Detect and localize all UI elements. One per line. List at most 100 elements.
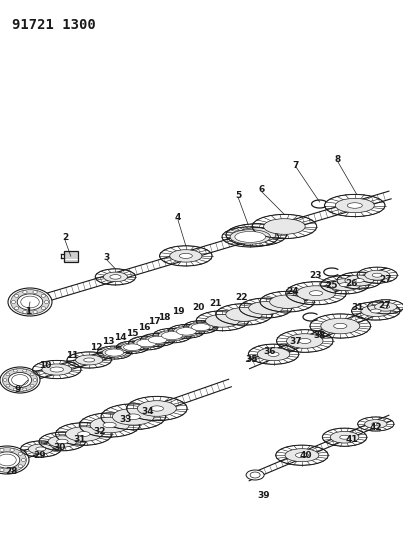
Ellipse shape	[148, 336, 167, 343]
Ellipse shape	[21, 458, 26, 462]
Ellipse shape	[0, 446, 29, 474]
Text: 16: 16	[138, 324, 150, 333]
Text: 15: 15	[126, 328, 138, 337]
Ellipse shape	[10, 289, 49, 314]
Ellipse shape	[41, 294, 46, 297]
Text: 8: 8	[335, 156, 341, 165]
Text: 18: 18	[158, 313, 170, 322]
Bar	[64, 251, 78, 262]
Text: 35: 35	[246, 356, 258, 365]
Ellipse shape	[177, 328, 196, 335]
Ellipse shape	[0, 367, 40, 393]
Text: 40: 40	[300, 451, 312, 461]
Ellipse shape	[33, 290, 37, 293]
Ellipse shape	[191, 324, 210, 330]
Ellipse shape	[84, 358, 95, 362]
Text: 27: 27	[379, 301, 391, 310]
Ellipse shape	[103, 422, 116, 427]
Ellipse shape	[235, 231, 266, 243]
Text: 13: 13	[102, 337, 114, 346]
Ellipse shape	[179, 253, 192, 259]
Ellipse shape	[340, 435, 349, 439]
Ellipse shape	[42, 364, 72, 375]
Text: 32: 32	[94, 427, 106, 437]
Ellipse shape	[10, 469, 14, 471]
Ellipse shape	[158, 330, 186, 341]
Ellipse shape	[30, 384, 34, 387]
Text: 19: 19	[172, 308, 184, 317]
Ellipse shape	[134, 338, 160, 348]
Ellipse shape	[354, 279, 364, 282]
Text: 14: 14	[114, 334, 126, 343]
Text: 3: 3	[104, 254, 110, 262]
Ellipse shape	[329, 279, 360, 290]
Text: 38: 38	[314, 330, 326, 340]
Ellipse shape	[347, 203, 362, 208]
Ellipse shape	[12, 375, 28, 385]
Ellipse shape	[162, 332, 183, 340]
Ellipse shape	[330, 431, 359, 443]
Text: 30: 30	[54, 442, 66, 451]
Ellipse shape	[0, 454, 16, 466]
Ellipse shape	[268, 352, 279, 357]
Ellipse shape	[33, 311, 37, 313]
Text: 2: 2	[62, 233, 68, 243]
Text: 29: 29	[34, 450, 46, 459]
Ellipse shape	[66, 427, 102, 441]
Text: 12: 12	[90, 343, 102, 352]
Ellipse shape	[0, 448, 26, 472]
Text: 21: 21	[210, 298, 222, 308]
Ellipse shape	[365, 419, 387, 429]
Ellipse shape	[18, 465, 23, 467]
Ellipse shape	[23, 290, 27, 293]
Ellipse shape	[75, 355, 103, 365]
Ellipse shape	[137, 340, 157, 347]
Ellipse shape	[257, 348, 290, 361]
Text: 5: 5	[235, 190, 241, 199]
Ellipse shape	[339, 282, 350, 287]
Ellipse shape	[189, 322, 213, 332]
Ellipse shape	[6, 384, 10, 387]
Ellipse shape	[372, 423, 380, 425]
Ellipse shape	[11, 301, 16, 303]
Ellipse shape	[28, 444, 53, 454]
Ellipse shape	[23, 311, 27, 313]
Ellipse shape	[230, 230, 270, 244]
Ellipse shape	[2, 368, 37, 391]
Ellipse shape	[112, 408, 154, 425]
Text: 34: 34	[142, 408, 154, 416]
Text: 26: 26	[346, 279, 358, 288]
Polygon shape	[37, 191, 391, 304]
Ellipse shape	[345, 275, 374, 286]
Text: 7: 7	[293, 160, 299, 169]
Ellipse shape	[249, 302, 283, 314]
Ellipse shape	[372, 273, 382, 277]
Ellipse shape	[150, 406, 164, 411]
Ellipse shape	[206, 314, 239, 327]
Ellipse shape	[48, 436, 77, 447]
Text: 6: 6	[259, 185, 265, 195]
Ellipse shape	[237, 228, 276, 242]
Ellipse shape	[13, 388, 17, 391]
Ellipse shape	[250, 472, 260, 478]
Text: 11: 11	[66, 351, 78, 359]
Text: 22: 22	[236, 294, 248, 303]
Polygon shape	[247, 301, 392, 369]
Polygon shape	[27, 268, 389, 382]
Ellipse shape	[382, 305, 390, 308]
Ellipse shape	[6, 373, 10, 376]
Text: 1: 1	[25, 308, 31, 317]
Ellipse shape	[173, 326, 199, 336]
Ellipse shape	[124, 344, 141, 351]
Ellipse shape	[297, 286, 336, 301]
Text: 31: 31	[74, 435, 86, 445]
Ellipse shape	[126, 414, 140, 419]
Text: 25: 25	[326, 281, 338, 290]
Ellipse shape	[287, 334, 323, 348]
Ellipse shape	[226, 308, 262, 321]
Ellipse shape	[270, 295, 305, 309]
Text: 42: 42	[370, 424, 382, 432]
Text: 4: 4	[175, 214, 181, 222]
Ellipse shape	[110, 274, 121, 279]
Ellipse shape	[8, 288, 52, 316]
